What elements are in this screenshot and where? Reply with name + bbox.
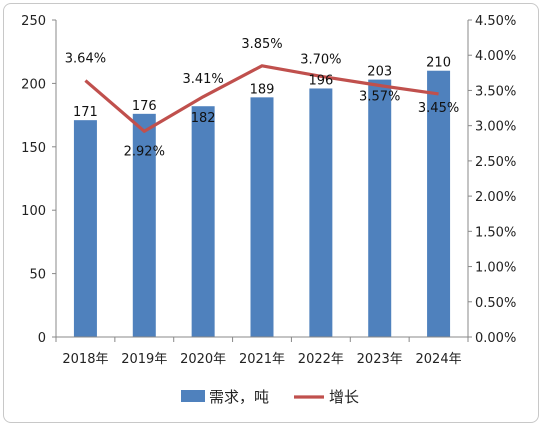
bar-data-label: 196 [308,73,333,88]
line-data-label: 3.85% [241,37,282,52]
line-data-label: 3.64% [65,52,106,67]
y-left-tick-label: 150 [21,141,46,156]
bar-data-label: 203 [367,65,392,80]
legend-label: 增长 [329,388,359,406]
bar-2020年 [191,106,215,337]
y-left-tick-label: 0 [38,331,46,346]
line-data-label: 3.70% [300,52,341,67]
y-left-tick-label: 250 [21,14,46,29]
bar-data-label: 176 [132,99,157,114]
bar-data-label: 182 [191,111,216,126]
x-tick-label: 2021年 [239,352,285,367]
x-tick-label: 2022年 [298,352,344,367]
growth-line [84,64,439,133]
y-right-tick-label: 2.50% [475,155,516,170]
y-right-tick-label: 3.50% [475,84,516,99]
bar-data-label: 210 [426,56,451,71]
x-tick-label: 2020年 [180,352,226,367]
y-right-tick-label: 1.00% [475,261,516,276]
y-left-tick-label: 100 [21,204,46,219]
bar-data-label: 189 [250,82,275,97]
line-data-label: 3.57% [359,90,400,105]
x-tick-label: 2023年 [357,352,403,367]
y-right-tick-label: 3.00% [475,120,516,135]
y-left-tick-label: 50 [29,268,46,283]
bar-2023年 [368,79,392,337]
x-tick-label: 2019年 [121,352,167,367]
bar-data-label: 171 [73,105,98,120]
x-tick-label: 2024年 [416,352,462,367]
bar-2022年 [309,88,333,337]
y-right-tick-label: 4.50% [475,14,516,29]
y-right-tick-label: 0.50% [475,296,516,311]
line-data-label: 3.45% [418,101,459,116]
y-right-tick-label: 2.00% [475,190,516,205]
y-left-tick-label: 200 [21,77,46,92]
bar-2019年 [132,113,156,337]
x-tick-label: 2018年 [62,352,108,367]
line-data-label: 3.41% [182,72,223,87]
line-data-label: 2.92% [124,144,165,159]
bar-2018年 [73,120,97,337]
y-right-tick-label: 4.00% [475,49,516,64]
y-right-tick-label: 0.00% [475,331,516,346]
bar-2024年 [427,70,451,337]
bar-2021年 [250,97,274,338]
legend-label: 需求，吨 [209,388,269,406]
y-right-tick-label: 1.50% [475,225,516,240]
legend-swatch-bar [181,390,205,402]
